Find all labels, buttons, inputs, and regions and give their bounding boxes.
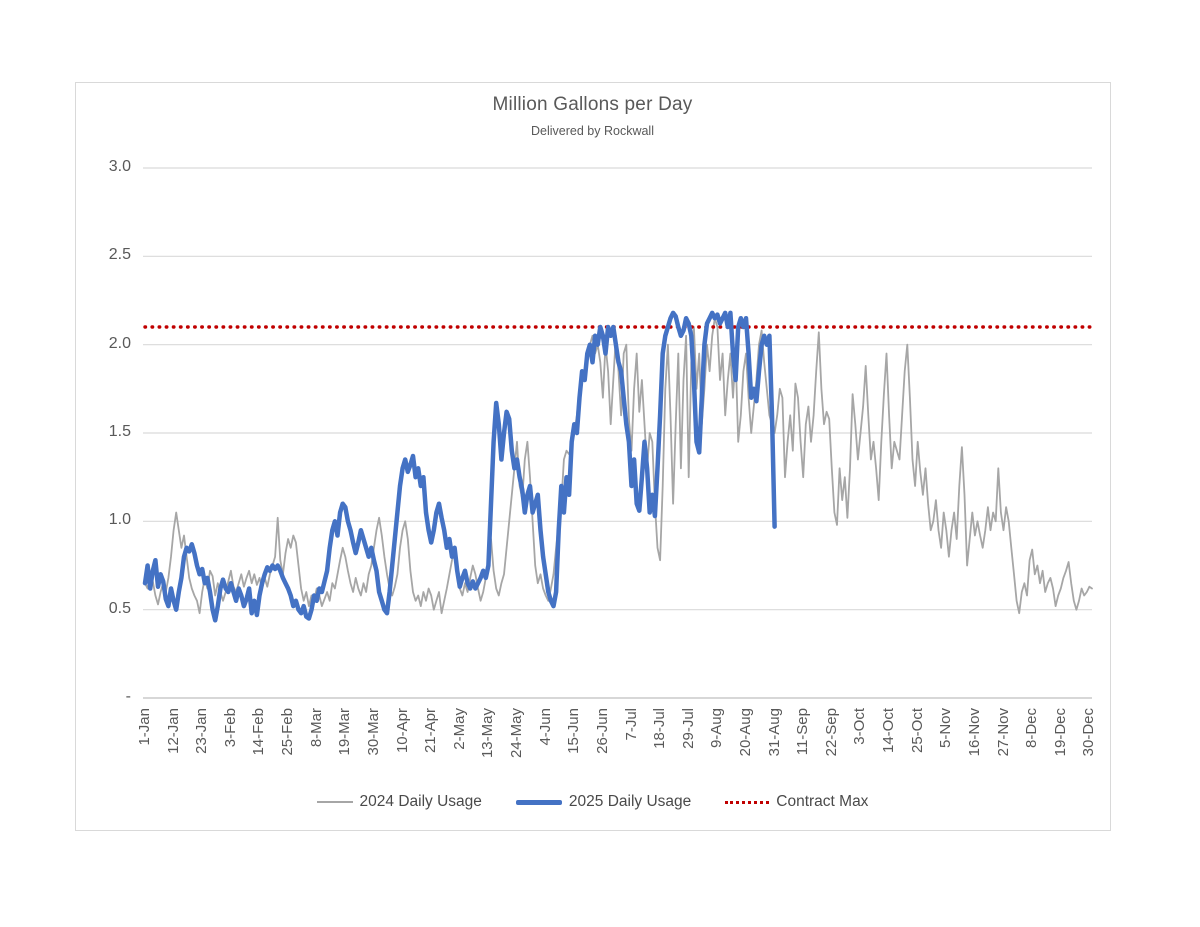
- legend-label-2025: 2025 Daily Usage: [568, 793, 692, 810]
- legend: 2024 Daily Usage 2025 Daily Usage Contra…: [75, 793, 1110, 811]
- chart-frame: [75, 82, 1111, 831]
- legend-item-2025: 2025 Daily Usage: [515, 793, 692, 811]
- red-dotted-swatch-icon: [725, 800, 770, 804]
- blue-line-swatch-icon: [515, 799, 562, 805]
- legend-label-contract-max: Contract Max: [776, 793, 869, 810]
- series-2024-line: [144, 317, 1093, 615]
- chart-title: Million Gallons per Day: [492, 94, 693, 115]
- gray-line-swatch-icon: [316, 801, 353, 803]
- series-2025-line: [142, 310, 777, 623]
- legend-item-2024: 2024 Daily Usage: [316, 793, 482, 811]
- legend-item-contract-max: Contract Max: [725, 793, 868, 811]
- chart-subtitle: Delivered by Rockwall: [531, 124, 654, 138]
- legend-label-2024: 2024 Daily Usage: [359, 793, 482, 810]
